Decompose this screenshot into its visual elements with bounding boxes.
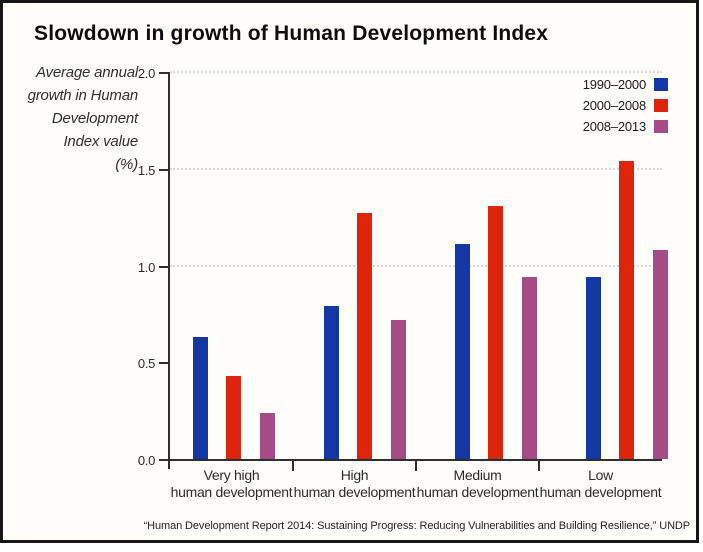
y-tick-label: 1.5 — [137, 162, 155, 178]
y-tick — [159, 362, 168, 365]
legend-label: 2000–2008 — [582, 98, 646, 113]
legend-swatch-purple — [654, 120, 668, 133]
legend-swatch-red — [654, 99, 668, 112]
category-label: High human development — [293, 467, 416, 500]
y-tick-label: 0.5 — [137, 356, 155, 372]
legend-item: 2008–2013 — [583, 116, 668, 137]
legend-item: 1990–2000 — [583, 74, 668, 95]
y-tick-label: 0.0 — [137, 453, 155, 468]
legend-swatch-blue — [654, 78, 668, 91]
y-tick — [159, 265, 168, 268]
legend: 1990–2000 2000–2008 2008–2013 — [583, 74, 668, 137]
bar-series1-group1 — [192, 337, 208, 459]
gridline-1 — [170, 264, 662, 267]
bar-series3-group3 — [521, 277, 537, 459]
bar-series2-group3 — [488, 205, 503, 459]
y-axis-label: Average annual growth in Human Developme… — [27, 64, 139, 173]
bar-series1-group4 — [585, 277, 601, 459]
y-tick-label: 1.0 — [137, 259, 155, 275]
y-tick-label: 2.0 — [137, 66, 155, 81]
category-label: Very high human development — [170, 467, 293, 500]
bar-series1-group2 — [323, 306, 339, 459]
gridline-1.5 — [170, 167, 662, 170]
legend-label: 2008–2013 — [582, 119, 646, 134]
bar-series1-group3 — [454, 244, 470, 459]
chart-title: Slowdown in growth of Human Development … — [34, 22, 549, 45]
chart-frame — [0, 0, 699, 543]
x-axis — [159, 459, 662, 461]
category-label: Low human development — [539, 467, 662, 500]
legend-item: 2000–2008 — [583, 95, 668, 116]
bar-series3-group2 — [390, 319, 406, 459]
y-axis — [168, 72, 170, 469]
bar-series2-group1 — [226, 375, 241, 459]
bar-series3-group4 — [652, 250, 668, 459]
x-tick — [292, 461, 294, 471]
legend-label: 1990–2000 — [582, 77, 646, 92]
bar-series3-group1 — [259, 412, 275, 459]
category-label: Medium human development — [416, 467, 539, 500]
y-tick — [159, 459, 168, 461]
source-citation: “Human Development Report 2014: Sustaini… — [143, 520, 691, 532]
bar-series2-group4 — [619, 161, 634, 459]
gridline-2 — [170, 71, 662, 73]
y-tick — [159, 168, 168, 171]
bar-series2-group2 — [357, 213, 372, 459]
x-tick — [415, 461, 417, 471]
y-tick — [159, 72, 168, 74]
x-tick — [538, 461, 540, 471]
